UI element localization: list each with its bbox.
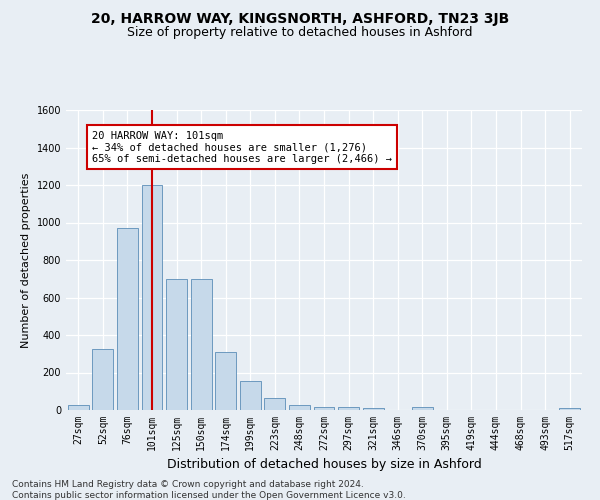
Bar	[191, 279, 212, 410]
Y-axis label: Number of detached properties: Number of detached properties	[21, 172, 31, 348]
Bar	[289, 406, 310, 410]
Bar	[142, 185, 163, 410]
Bar	[412, 407, 433, 410]
Bar	[240, 381, 261, 410]
Bar	[92, 349, 113, 410]
Text: Size of property relative to detached houses in Ashford: Size of property relative to detached ho…	[127, 26, 473, 39]
Bar	[314, 407, 334, 410]
Bar	[166, 279, 187, 410]
Bar	[265, 398, 286, 410]
Bar	[68, 406, 89, 410]
Text: Contains HM Land Registry data © Crown copyright and database right 2024.
Contai: Contains HM Land Registry data © Crown c…	[12, 480, 406, 500]
Bar	[338, 407, 359, 410]
Bar	[559, 408, 580, 410]
Bar	[215, 352, 236, 410]
Bar	[117, 228, 138, 410]
Text: 20 HARROW WAY: 101sqm
← 34% of detached houses are smaller (1,276)
65% of semi-d: 20 HARROW WAY: 101sqm ← 34% of detached …	[92, 130, 392, 164]
Text: 20, HARROW WAY, KINGSNORTH, ASHFORD, TN23 3JB: 20, HARROW WAY, KINGSNORTH, ASHFORD, TN2…	[91, 12, 509, 26]
Bar	[362, 408, 383, 410]
X-axis label: Distribution of detached houses by size in Ashford: Distribution of detached houses by size …	[167, 458, 481, 471]
